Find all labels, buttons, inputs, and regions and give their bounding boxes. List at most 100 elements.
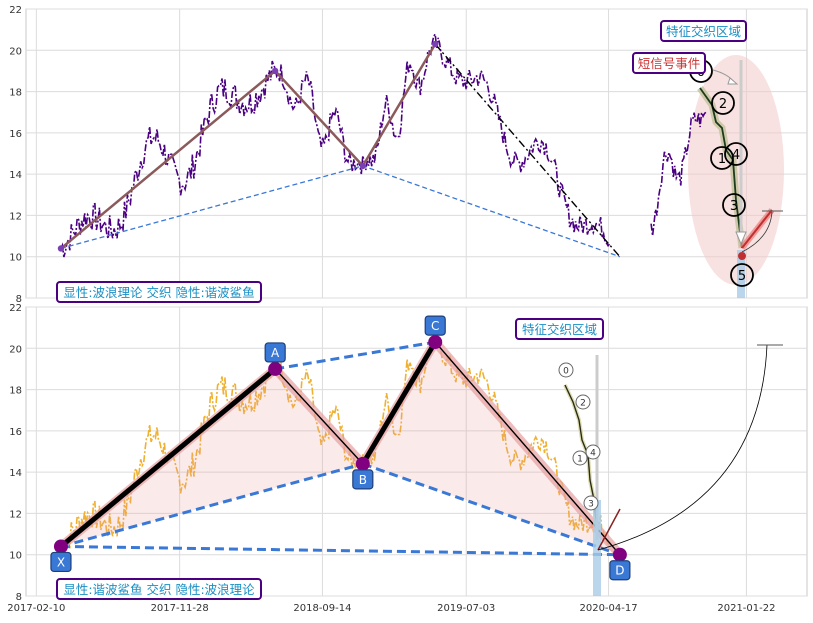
- harmonic-label-box: [424, 315, 446, 336]
- leg-line: [274, 368, 364, 465]
- y-tick-label: 22: [9, 5, 22, 16]
- projection-arc: [741, 211, 773, 253]
- leg-line: [434, 341, 621, 556]
- top-info-text: 显性:波浪理论 交织 隐性:谐波鲨鱼: [63, 285, 254, 300]
- bottom-wave-label-text: 4: [590, 449, 596, 459]
- wave-label-circle: [724, 142, 748, 166]
- harmonic-label-x: X: [57, 555, 65, 569]
- top-content: 021435: [57, 31, 783, 298]
- pattern-area-bcd: [362, 342, 620, 555]
- x-tick-label: 2018-09-14: [293, 603, 351, 614]
- bottom-wave-5-line: [597, 508, 621, 551]
- top-region-label-box: 特征交织区域: [660, 20, 747, 42]
- harmonic-point-a: [268, 361, 283, 376]
- y-tick-label: 8: [16, 294, 22, 305]
- arrow-head-icon: [727, 77, 739, 85]
- y-tick-label: 8: [16, 592, 22, 603]
- price-series-line: [60, 329, 611, 556]
- harmonic-dash-line: [60, 462, 364, 548]
- harmonic-dash-line: [60, 544, 620, 557]
- y-tick-label: 18: [9, 88, 22, 99]
- pattern-area-xab: [60, 368, 363, 547]
- y-tick-label: 10: [9, 253, 22, 264]
- leg-line: [360, 340, 438, 466]
- wave-line: [60, 43, 437, 250]
- harmonic-point-x: [53, 539, 68, 554]
- bottom-grid: [26, 306, 807, 597]
- bottom-content: X A B C D 0 2 14 3: [50, 315, 783, 596]
- wave-pivot-dot: [57, 245, 65, 252]
- bottom-panel: 8 10 12 14 16 18 20 22 X A B C D 0 2 14 3: [9, 303, 808, 603]
- signal-label-box: 短信号事件: [632, 52, 706, 74]
- x-tick-label: 2020-04-17: [579, 603, 637, 614]
- wave-label-text: 3: [730, 199, 738, 214]
- wave-label-text: 4: [732, 148, 740, 163]
- y-tick-label: 12: [9, 211, 22, 222]
- leg-line: [59, 367, 277, 549]
- down-arrow-icon: [735, 231, 747, 246]
- wave-label-circle: [711, 91, 735, 115]
- top-region-label: 特征交织区域: [666, 24, 741, 39]
- harmonic-label-box: [609, 560, 631, 581]
- bottom-projection-arc: [597, 344, 768, 551]
- price-series-line: [650, 111, 707, 236]
- harmonic-label-a: A: [271, 346, 280, 360]
- harmonic-dash-line: [362, 462, 621, 557]
- price-series-line: [60, 31, 611, 258]
- top-y-tick-labels: 8 10 12 14 16 18 20 22: [9, 5, 22, 305]
- wave-5-line: [741, 209, 773, 249]
- bottom-wave-label-text: 1: [577, 455, 583, 465]
- bottom-wave-label-text: 0: [563, 367, 569, 377]
- y-tick-label: 16: [9, 129, 22, 140]
- wave-label-circle: [730, 263, 754, 287]
- bottom-wave-label-text: 3: [588, 500, 594, 510]
- y-tick-label: 16: [9, 427, 22, 438]
- y-tick-label: 20: [9, 46, 22, 57]
- y-tick-label: 14: [9, 468, 22, 479]
- x-tick-label: 2017-11-28: [151, 603, 209, 614]
- wave-pivot-dot: [432, 40, 439, 48]
- x-tick-labels: 2017-02-10 2017-11-28 2018-09-14 2019-07-03…: [7, 603, 775, 614]
- x-tick-label: 2021-01-22: [717, 603, 775, 614]
- signal-label: 短信号事件: [638, 56, 701, 71]
- top-info-box: 显性:波浪理论 交织 隐性:谐波鲨鱼: [56, 281, 262, 303]
- bottom-region-label-box: 特征交织区域: [515, 318, 604, 340]
- harmonic-label-c: C: [431, 319, 439, 333]
- harmonic-point-b: [355, 456, 370, 471]
- harmonic-label-b: B: [359, 473, 367, 487]
- y-tick-label: 22: [9, 303, 22, 314]
- wave-label-text: 2: [719, 97, 727, 112]
- top-grid: [26, 8, 807, 299]
- bottom-wave-label-circle: [558, 362, 574, 378]
- y-tick-label: 18: [9, 386, 22, 397]
- trend-dashdot-line: [434, 43, 621, 258]
- bottom-wave-label-circle: [572, 450, 588, 466]
- wave-label-text: 1: [718, 152, 726, 167]
- y-tick-label: 12: [9, 509, 22, 520]
- bottom-wave-label-circle: [585, 444, 601, 460]
- x-tick-label: 2017-02-10: [7, 603, 65, 614]
- y-tick-label: 10: [9, 551, 22, 562]
- wave-label-text: 5: [738, 269, 746, 284]
- harmonic-label-box: [50, 551, 72, 573]
- wave-end-dot: [738, 252, 746, 260]
- bottom-info-box: 显性:谐波鲨鱼 交织 隐性:波浪理论: [56, 578, 262, 600]
- harmonic-label-box: [352, 469, 374, 490]
- harmonic-label-d: D: [615, 564, 624, 578]
- harmonic-point-c: [428, 335, 443, 350]
- wave-label-circle: [710, 146, 734, 170]
- harmonic-label-box: [264, 342, 286, 363]
- bottom-region-label: 特征交织区域: [522, 322, 597, 337]
- harmonic-point-d: [612, 547, 627, 562]
- y-tick-label: 14: [9, 170, 22, 181]
- wave-pivot-dot: [359, 162, 367, 170]
- y-tick-label: 20: [9, 344, 22, 355]
- bottom-plot-frame: [25, 306, 808, 597]
- bottom-wave-label-circle: [575, 394, 591, 410]
- bottom-wave-label-text: 2: [580, 399, 586, 409]
- bottom-y-tick-labels: 8 10 12 14 16 18 20 22: [9, 303, 22, 603]
- x-tick-label: 2019-07-03: [437, 603, 495, 614]
